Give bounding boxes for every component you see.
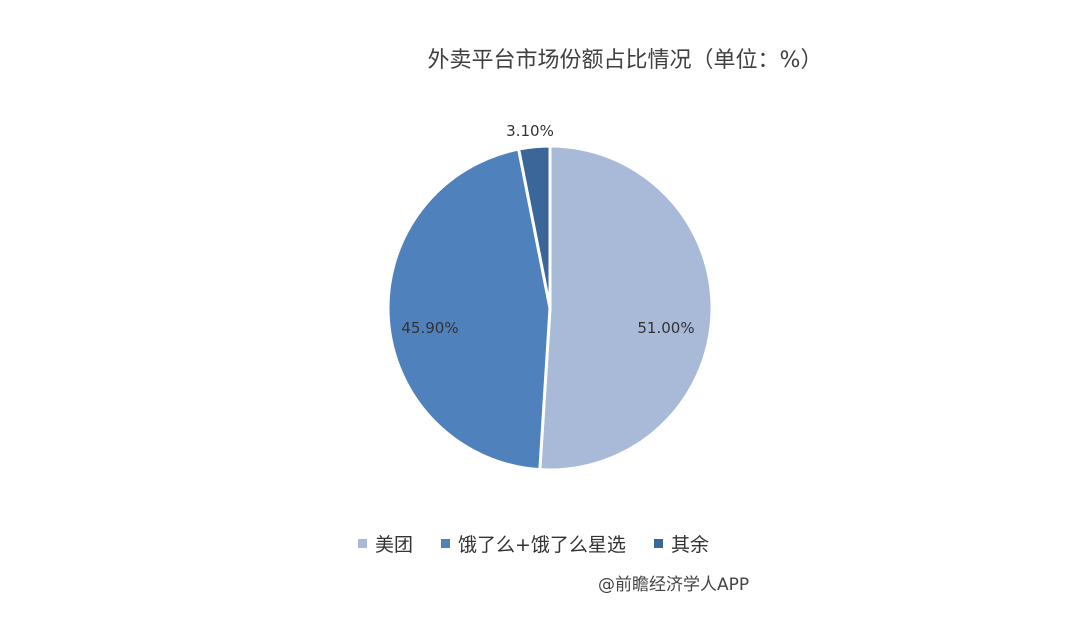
legend-label: 美团 (375, 534, 414, 556)
data-label: 51.00% (637, 319, 694, 337)
source-note: @前瞻经济学人APP (598, 575, 750, 595)
legend: 美团 饿了么+饿了么星选 其余 (358, 530, 709, 557)
legend-swatch (358, 539, 367, 548)
legend-item-eleme: 饿了么+饿了么星选 (441, 530, 626, 557)
legend-label: 其余 (670, 534, 709, 556)
legend-label: 饿了么+饿了么星选 (458, 534, 626, 556)
legend-swatch (653, 539, 663, 548)
data-label: 3.10% (506, 122, 554, 140)
pie-slice (386, 147, 552, 472)
legend-item-others: 其余 (653, 530, 709, 557)
legend-item-meituan: 美团 (358, 530, 413, 557)
pie-slice (516, 144, 552, 309)
pie-slice (538, 144, 714, 472)
data-label: 45.90% (401, 319, 458, 337)
legend-swatch (441, 539, 451, 548)
chart-title: 外卖平台市场份额占比情况（单位：%） (427, 48, 823, 73)
